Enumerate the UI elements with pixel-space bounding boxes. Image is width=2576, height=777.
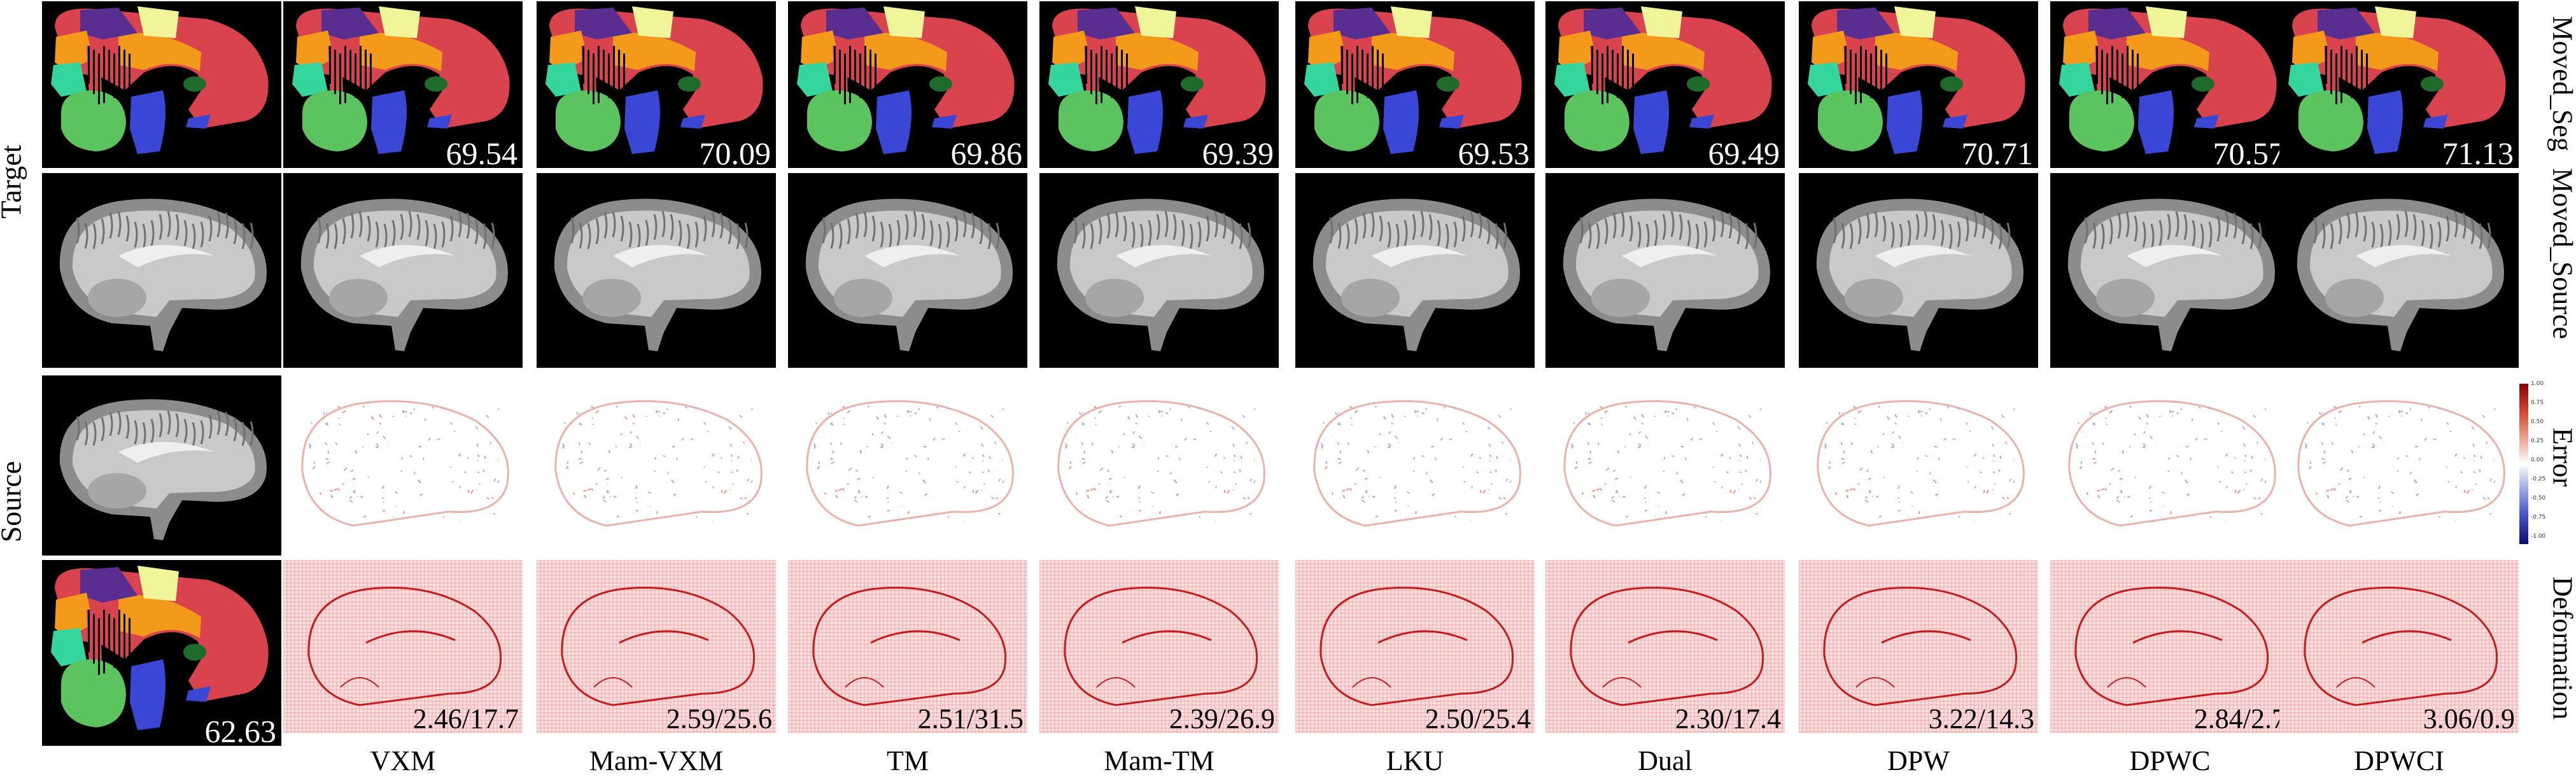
method-label: VXM [283, 745, 523, 777]
moved-seg-panel: 69.86 [788, 1, 1027, 168]
moved-seg-panel: 70.57 [2050, 1, 2290, 168]
moved-source-panel [283, 173, 523, 368]
error-map-panel [1799, 375, 2038, 556]
error-map-panel [2279, 375, 2519, 556]
deformation-field-panel: 3.22/14.3 [1799, 560, 2038, 733]
deformation-field-panel: 2.39/26.9 [1039, 560, 1279, 733]
deformation-metric: 2.46/17.7 [413, 705, 519, 733]
moved-source-panel [2279, 173, 2519, 368]
deformation-field-panel: 2.30/17.4 [1545, 560, 1785, 733]
moved-seg-panel: 70.71 [1799, 1, 2038, 168]
moved-seg-panel: 69.39 [1039, 1, 1279, 168]
method-label: DPWCI [2279, 745, 2519, 777]
colorbar-tick: 0.00 [2531, 457, 2544, 463]
method-label: TM [788, 745, 1027, 777]
error-map-panel [788, 375, 1027, 556]
moved-source-panel [1799, 173, 2038, 368]
moved-seg-panel: 69.49 [1545, 1, 1785, 168]
deformation-field-panel: 2.50/25.4 [1295, 560, 1535, 733]
left-label-source: Source [0, 435, 28, 569]
dice-score: 69.86 [951, 137, 1023, 168]
colorbar-tick: -0.50 [2531, 495, 2545, 501]
deformation-field-panel: 2.46/17.7 [283, 560, 523, 733]
deformation-metric: 3.06/0.9 [2423, 705, 2515, 733]
colorbar-tick: 1.00 [2531, 381, 2544, 387]
moved-source-panel [1039, 173, 1279, 368]
error-map-panel [537, 375, 776, 556]
method-label: Mam-VXM [537, 745, 776, 777]
method-label: LKU [1295, 745, 1535, 777]
deformation-field-panel: 2.59/25.6 [537, 560, 776, 733]
deformation-metric: 2.50/25.4 [1425, 705, 1531, 733]
method-label: Mam-TM [1039, 745, 1279, 777]
dice-score: 69.49 [1708, 137, 1780, 168]
dice-score: 70.71 [1962, 137, 2034, 168]
method-label: Dual [1545, 745, 1785, 777]
error-map-panel [1545, 375, 1785, 556]
moved-source-panel [788, 173, 1027, 368]
error-map-panel [1039, 375, 1279, 556]
moved-source-panel [1295, 173, 1535, 368]
source-seg-score: 62.63 [205, 715, 277, 746]
source-mri-panel [42, 375, 281, 556]
row-label-deformation: Deformation [2547, 528, 2576, 769]
deformation-metric: 2.51/31.5 [918, 705, 1024, 733]
moved-seg-panel: 69.54 [283, 1, 523, 168]
colorbar-tick: 0.50 [2531, 419, 2544, 425]
colorbar-tick: -0.25 [2531, 476, 2545, 482]
deformation-metric: 2.59/25.6 [666, 705, 772, 733]
colorbar-tick: 0.25 [2531, 438, 2544, 444]
source-seg-panel: 62.63 [42, 560, 281, 746]
moved-seg-panel: 70.09 [537, 1, 776, 168]
deformation-metric: 2.30/17.4 [1675, 705, 1781, 733]
deformation-metric: 3.22/14.3 [1929, 705, 2034, 733]
dice-score: 69.53 [1458, 137, 1530, 168]
moved-source-panel [1545, 173, 1785, 368]
error-map-panel [283, 375, 523, 556]
error-map-panel [1295, 375, 1535, 556]
deformation-field-panel: 2.51/31.5 [788, 560, 1027, 733]
colorbar-tick: 0.75 [2531, 400, 2544, 406]
method-label: DPWC [2050, 745, 2290, 777]
target-seg-panel [42, 1, 281, 168]
deformation-metric: 2.39/26.9 [1169, 705, 1275, 733]
deformation-metric: 2.84/2.7 [2194, 705, 2286, 733]
error-colorbar [2519, 384, 2528, 544]
dice-score: 69.39 [1202, 137, 1274, 168]
deformation-field-panel: 3.06/0.9 [2279, 560, 2519, 733]
moved-seg-panel: 71.13 [2279, 1, 2519, 168]
left-label-target: Target [0, 115, 28, 249]
dice-score: 69.54 [446, 137, 518, 168]
target-mri-panel [42, 173, 281, 368]
deformation-field-panel: 2.84/2.7 [2050, 560, 2290, 733]
dice-score: 70.57 [2213, 137, 2285, 168]
dice-score: 70.09 [700, 137, 771, 168]
error-map-panel [2050, 375, 2290, 556]
colorbar-tick: -1.00 [2531, 533, 2545, 540]
moved-seg-panel: 69.53 [1295, 1, 1535, 168]
method-label: DPW [1799, 745, 2038, 777]
moved-source-panel [537, 173, 776, 368]
colorbar-tick: -0.75 [2531, 514, 2545, 521]
moved-source-panel [2050, 173, 2290, 368]
dice-score: 71.13 [2442, 137, 2514, 168]
